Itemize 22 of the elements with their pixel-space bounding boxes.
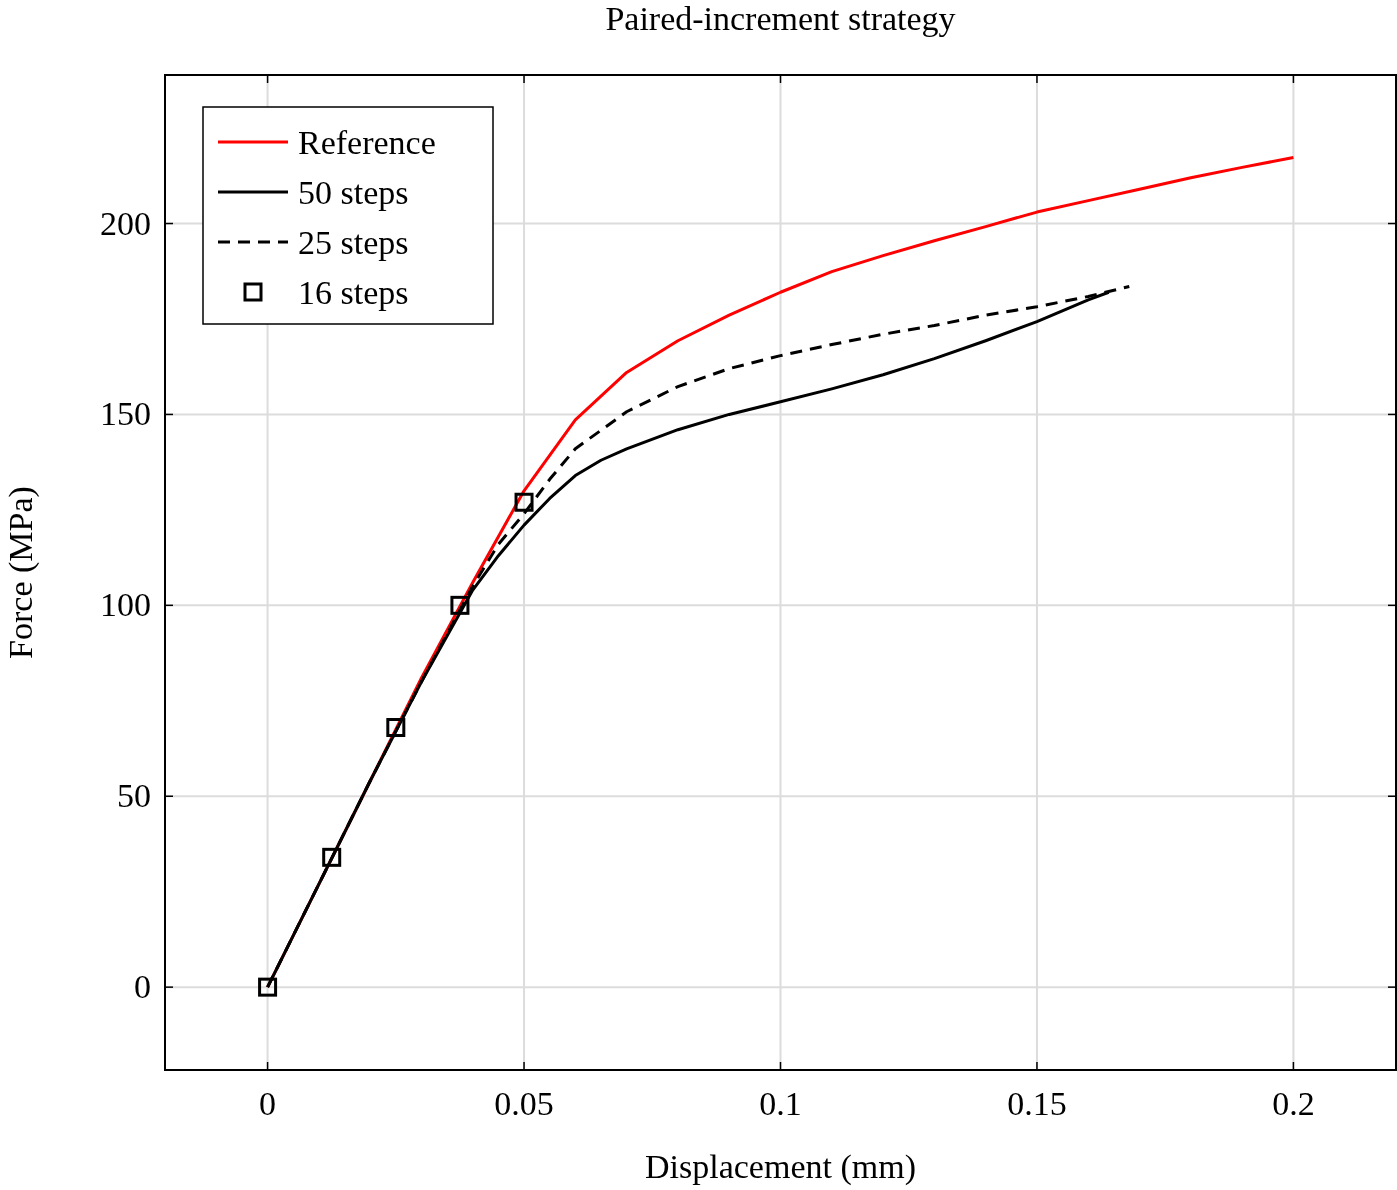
- legend-label: 25 steps: [298, 224, 409, 261]
- point: [322, 847, 342, 867]
- chart-title: Paired-increment strategy: [605, 0, 956, 37]
- x-tick-label: 0.15: [1007, 1085, 1067, 1122]
- point: [450, 595, 470, 615]
- y-tick-label: 50: [117, 777, 151, 815]
- legend-label: Reference: [298, 124, 436, 161]
- y-axis-title: Force (MPa): [2, 486, 40, 659]
- legend-label: 50 steps: [298, 174, 409, 211]
- point: [514, 492, 534, 512]
- point: [386, 718, 406, 738]
- y-tick-label: 100: [100, 586, 151, 624]
- x-tick-label: 0.1: [759, 1085, 802, 1122]
- y-tick-label: 150: [100, 395, 151, 433]
- legend-label: 16 steps: [298, 274, 409, 311]
- x-axis-title: Displacement (mm): [645, 1148, 916, 1186]
- y-tick-label: 0: [134, 968, 151, 1006]
- x-tick-label: 0: [259, 1085, 277, 1122]
- point: [258, 977, 278, 997]
- y-tick-label: 200: [100, 204, 151, 242]
- x-tick-label: 0.2: [1272, 1085, 1315, 1122]
- x-tick-label: 0.05: [494, 1085, 554, 1122]
